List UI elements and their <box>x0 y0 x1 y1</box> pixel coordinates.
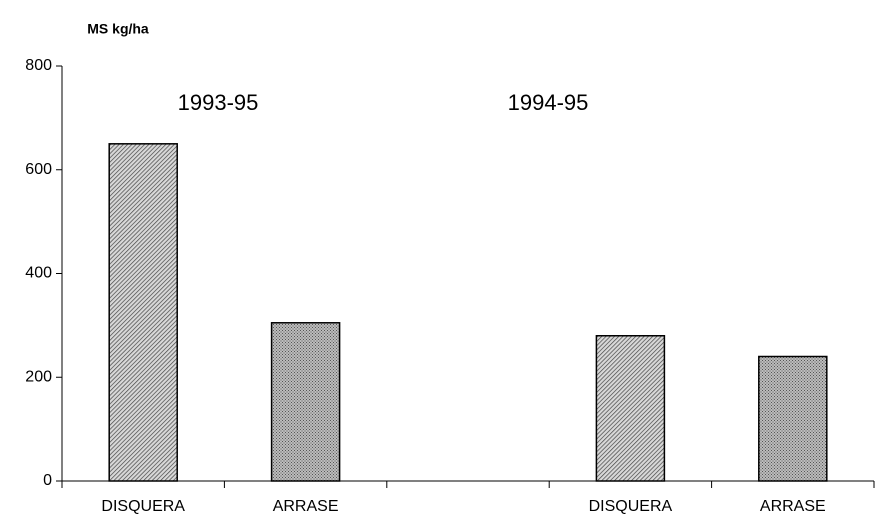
annotation: 1994-95 <box>508 90 589 115</box>
y-axis-label: MS kg/ha <box>87 21 149 37</box>
bar <box>595 335 666 482</box>
y-tick-label: 0 <box>43 472 52 489</box>
y-tick-label: 200 <box>25 368 52 385</box>
annotation: 1993-95 <box>178 90 259 115</box>
x-tick-label: ARRASE <box>273 498 339 515</box>
bar <box>108 143 178 482</box>
bar <box>758 355 828 482</box>
y-tick-label: 800 <box>25 57 52 74</box>
x-tick-label: DISQUERA <box>589 498 673 515</box>
bar <box>270 322 341 482</box>
x-tick-label: DISQUERA <box>101 498 185 515</box>
y-tick-label: 400 <box>25 265 52 282</box>
x-tick-label: ARRASE <box>760 498 826 515</box>
y-tick-label: 600 <box>25 161 52 178</box>
